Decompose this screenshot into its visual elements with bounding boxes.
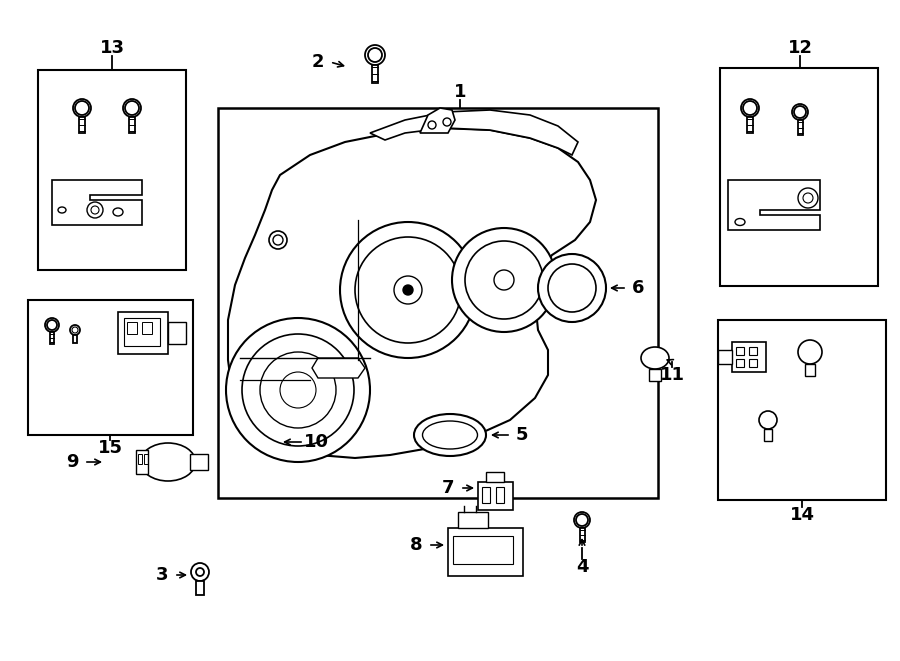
Bar: [486, 472, 504, 482]
Circle shape: [47, 320, 57, 330]
Circle shape: [125, 101, 139, 115]
Bar: [764, 429, 772, 441]
Text: 14: 14: [789, 506, 814, 524]
Bar: [196, 581, 204, 595]
Text: 2: 2: [311, 53, 324, 71]
Bar: [50, 332, 54, 344]
Bar: [496, 487, 504, 503]
Bar: [718, 350, 732, 364]
Bar: [129, 117, 135, 133]
Polygon shape: [370, 110, 578, 155]
Bar: [805, 364, 815, 376]
Text: 7: 7: [442, 479, 454, 497]
Polygon shape: [728, 180, 820, 230]
Text: 12: 12: [788, 39, 813, 57]
Bar: [28, 300, 193, 435]
Polygon shape: [228, 128, 596, 458]
Circle shape: [794, 106, 806, 118]
Circle shape: [340, 222, 476, 358]
Polygon shape: [312, 358, 365, 378]
Circle shape: [45, 318, 59, 332]
Polygon shape: [420, 108, 455, 133]
Circle shape: [741, 99, 759, 117]
Circle shape: [75, 101, 89, 115]
Ellipse shape: [140, 443, 195, 481]
Bar: [38, 70, 186, 270]
Text: 11: 11: [660, 366, 685, 384]
Bar: [478, 482, 513, 510]
Circle shape: [743, 101, 757, 115]
Bar: [747, 117, 753, 133]
Circle shape: [759, 411, 777, 429]
Bar: [118, 312, 168, 354]
Circle shape: [798, 188, 818, 208]
Circle shape: [87, 202, 103, 218]
Text: 5: 5: [516, 426, 528, 444]
Circle shape: [576, 514, 588, 526]
Bar: [448, 528, 523, 576]
Bar: [732, 342, 766, 372]
Bar: [649, 369, 661, 381]
Circle shape: [73, 99, 91, 117]
Bar: [372, 65, 378, 83]
Bar: [138, 454, 142, 464]
Bar: [168, 322, 186, 344]
Bar: [736, 347, 744, 355]
Text: 6: 6: [632, 279, 644, 297]
Text: 8: 8: [410, 536, 422, 554]
Bar: [720, 68, 878, 286]
Bar: [144, 454, 148, 464]
Circle shape: [538, 254, 606, 322]
Ellipse shape: [422, 421, 478, 449]
Bar: [218, 108, 658, 498]
Bar: [190, 454, 208, 470]
Text: 3: 3: [156, 566, 168, 584]
Bar: [797, 120, 803, 135]
Bar: [79, 117, 85, 133]
Circle shape: [123, 99, 141, 117]
Circle shape: [792, 104, 808, 120]
Bar: [127, 322, 137, 334]
Ellipse shape: [641, 347, 669, 369]
Polygon shape: [52, 180, 142, 225]
Bar: [736, 359, 744, 367]
Circle shape: [70, 325, 80, 335]
Text: 10: 10: [303, 433, 328, 451]
Bar: [453, 536, 513, 564]
Text: 13: 13: [100, 39, 124, 57]
Circle shape: [403, 285, 413, 295]
Ellipse shape: [414, 414, 486, 456]
Bar: [580, 528, 584, 542]
Bar: [124, 318, 160, 346]
Bar: [749, 347, 757, 355]
Bar: [718, 320, 886, 500]
Bar: [136, 450, 148, 474]
Circle shape: [269, 231, 287, 249]
Circle shape: [368, 48, 382, 62]
Bar: [482, 487, 490, 503]
Text: 4: 4: [576, 558, 589, 576]
Text: 15: 15: [97, 439, 122, 457]
Circle shape: [798, 340, 822, 364]
Bar: [458, 512, 488, 528]
Circle shape: [191, 563, 209, 581]
Bar: [73, 335, 77, 343]
Bar: [142, 322, 152, 334]
Circle shape: [365, 45, 385, 65]
Circle shape: [226, 318, 370, 462]
Circle shape: [574, 512, 590, 528]
Text: 9: 9: [66, 453, 78, 471]
Circle shape: [452, 228, 556, 332]
Bar: [749, 359, 757, 367]
Text: 1: 1: [454, 83, 466, 101]
Circle shape: [196, 568, 204, 576]
